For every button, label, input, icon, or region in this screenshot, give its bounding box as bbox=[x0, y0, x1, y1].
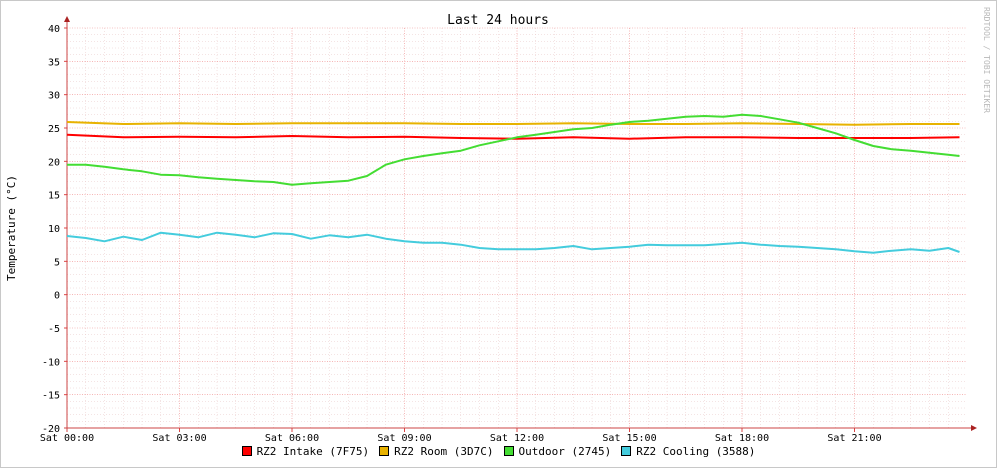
series-line-2 bbox=[67, 113, 960, 186]
legend-label: RZ2 Cooling (3588) bbox=[636, 445, 756, 458]
watermark: RRDTOOL / TOBI OETIKER bbox=[982, 7, 991, 113]
y-tick-label: 20 bbox=[48, 157, 60, 168]
x-tick-label: Sat 00:00 bbox=[40, 433, 94, 444]
y-axis-label: Temperature (°C) bbox=[5, 175, 18, 281]
series-line-1 bbox=[66, 121, 960, 126]
legend-item-3: RZ2 Cooling (3588) bbox=[621, 445, 755, 458]
legend-swatch bbox=[621, 446, 632, 456]
legend-label: Outdoor (2745) bbox=[518, 445, 612, 458]
x-tick-label: Sat 21:00 bbox=[827, 433, 881, 444]
legend-swatch bbox=[241, 446, 252, 456]
y-tick-label: -10 bbox=[42, 357, 60, 368]
y-tick-label: 35 bbox=[48, 57, 60, 68]
legend-item-2: Outdoor (2745) bbox=[503, 445, 612, 458]
chart-title: Last 24 hours bbox=[447, 13, 549, 28]
y-tick-label: 40 bbox=[48, 24, 60, 35]
axes bbox=[64, 16, 977, 432]
y-tick-label: 15 bbox=[48, 191, 60, 202]
x-tick-label: Sat 03:00 bbox=[152, 433, 206, 444]
legend-label: RZ2 Intake (7F75) bbox=[256, 445, 370, 458]
legend-item-0: RZ2 Intake (7F75) bbox=[241, 445, 370, 458]
x-tick-label: Sat 09:00 bbox=[377, 433, 431, 444]
y-tick-label: -20 bbox=[42, 424, 60, 435]
x-axis-arrow bbox=[971, 425, 977, 431]
y-tick-label: 5 bbox=[54, 257, 60, 268]
y-tick-label: -15 bbox=[42, 391, 60, 402]
legend-label: RZ2 Room (3D7C) bbox=[394, 445, 494, 458]
y-tick-label: -5 bbox=[48, 324, 60, 335]
legend-item-1: RZ2 Room (3D7C) bbox=[379, 445, 494, 458]
legend-swatch bbox=[503, 446, 514, 456]
y-tick-label: 25 bbox=[48, 124, 60, 135]
y-tick-label: 0 bbox=[54, 291, 60, 302]
y-axis-arrow bbox=[64, 16, 70, 22]
series-line-3 bbox=[66, 231, 960, 254]
legend-swatch bbox=[379, 446, 390, 456]
y-tick-label: 30 bbox=[48, 91, 60, 102]
x-tick-label: Sat 12:00 bbox=[490, 433, 544, 444]
series-layer bbox=[66, 113, 960, 254]
y-tick-label: 10 bbox=[48, 224, 60, 235]
legend: RZ2 Intake (7F75) RZ2 Room (3D7C) Outdoor … bbox=[0, 445, 997, 458]
x-tick-label: Sat 18:00 bbox=[715, 433, 769, 444]
x-tick-label: Sat 15:00 bbox=[602, 433, 656, 444]
series-line-0 bbox=[66, 133, 960, 140]
x-tick-label: Sat 06:00 bbox=[265, 433, 319, 444]
